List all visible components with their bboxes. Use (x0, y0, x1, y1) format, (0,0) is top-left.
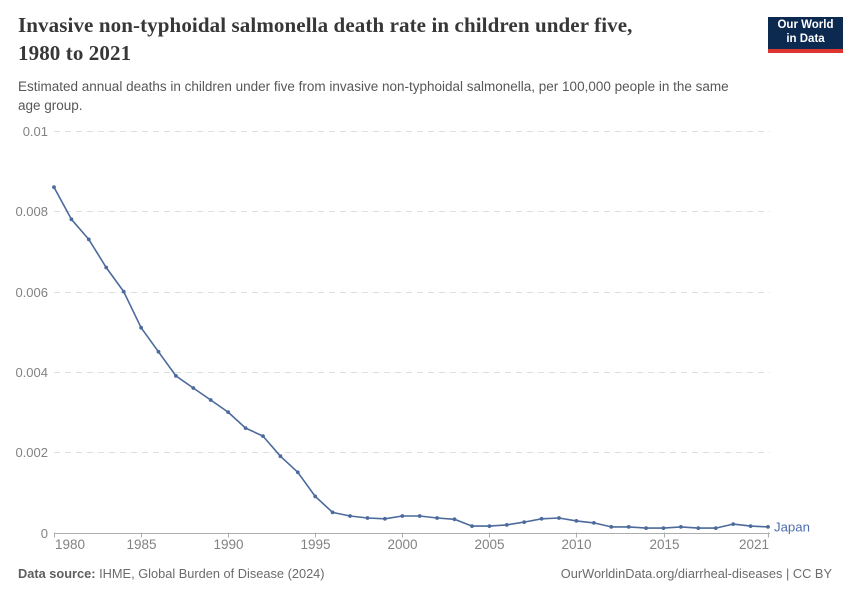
data-point-2008[interactable] (539, 516, 544, 521)
data-point-2009[interactable] (557, 516, 561, 520)
data-point-1987[interactable] (174, 374, 178, 378)
x-tick-label-2000: 2000 (387, 537, 417, 552)
data-point-1993[interactable] (278, 454, 283, 459)
y-tick-label-0: 0 (41, 526, 48, 541)
data-point-1985[interactable] (139, 325, 144, 330)
data-point-1984[interactable] (121, 289, 126, 294)
x-tick-label-2015: 2015 (649, 537, 679, 552)
page-title: Invasive non-typhoidal salmonella death … (18, 11, 738, 67)
data-point-1990[interactable] (226, 410, 231, 414)
data-point-1997[interactable] (348, 514, 352, 518)
data-point-1991[interactable] (243, 426, 248, 430)
data-point-1988[interactable] (191, 386, 196, 390)
data-point-1992[interactable] (261, 434, 265, 438)
y-tick-label-0.002: 0.002 (15, 445, 48, 460)
entity-label-japan[interactable]: Japan (774, 519, 810, 534)
data-point-2021[interactable] (766, 525, 770, 529)
data-point-2012[interactable] (609, 525, 614, 529)
page-subtitle-line2: age group. (18, 98, 83, 113)
x-tick-label-1990: 1990 (213, 537, 243, 552)
data-point-2007[interactable] (522, 520, 527, 524)
data-point-1980[interactable] (52, 185, 56, 190)
data-point-2017[interactable] (696, 526, 701, 530)
data-point-2004[interactable] (470, 524, 474, 528)
x-tick-label-2021: 2021 (739, 537, 769, 552)
owid-logo-line2: in Data (786, 32, 825, 45)
data-point-2016[interactable] (679, 525, 683, 529)
data-source: Data source: IHME, Global Burden of Dise… (18, 566, 325, 582)
y-tick-label-0.01: 0.01 (23, 124, 48, 139)
data-point-2011[interactable] (592, 521, 596, 525)
series-line-japan[interactable] (53, 186, 769, 529)
data-point-1982[interactable] (86, 237, 91, 242)
page-title-line1: Invasive non-typhoidal salmonella death … (18, 13, 633, 37)
y-tick-label-0.006: 0.006 (15, 285, 48, 300)
data-point-1986[interactable] (156, 349, 161, 354)
data-point-1998[interactable] (365, 516, 370, 520)
data-point-2005[interactable] (487, 524, 492, 528)
data-point-1983[interactable] (104, 265, 109, 270)
data-point-2006[interactable] (504, 523, 509, 527)
owid-logo[interactable]: Our World in Data (768, 17, 843, 53)
page-subtitle-line1: Estimated annual deaths in children unde… (18, 79, 729, 94)
page-title-line2: 1980 to 2021 (18, 41, 132, 65)
data-point-2018[interactable] (713, 526, 718, 530)
data-point-1995[interactable] (313, 494, 318, 499)
data-point-2000[interactable] (400, 514, 405, 518)
y-tick-label-0.008: 0.008 (15, 204, 48, 219)
data-point-1989[interactable] (208, 398, 213, 402)
data-point-2003[interactable] (452, 517, 457, 522)
data-point-2014[interactable] (644, 526, 648, 530)
data-point-2013[interactable] (626, 525, 631, 529)
x-tick-label-1985: 1985 (126, 537, 156, 552)
owid-logo-line1: Our World (777, 19, 834, 31)
x-tick-label-1995: 1995 (300, 537, 330, 552)
data-point-2002[interactable] (435, 516, 439, 520)
data-source-text: IHME, Global Burden of Disease (2024) (95, 566, 325, 581)
data-point-2020[interactable] (748, 524, 753, 528)
data-point-1981[interactable] (69, 217, 74, 222)
page-subtitle: Estimated annual deaths in children unde… (18, 77, 808, 115)
data-point-2015[interactable] (661, 526, 666, 530)
data-point-1999[interactable] (383, 516, 387, 521)
x-tick-label-2005: 2005 (474, 537, 504, 552)
data-point-2010[interactable] (574, 519, 579, 523)
x-tick-label-1980: 1980 (55, 537, 85, 552)
chart-footer: Data source: IHME, Global Burden of Dise… (18, 566, 832, 582)
footer-link[interactable]: OurWorldinData.org/diarrheal-diseases | … (560, 566, 832, 581)
data-point-2001[interactable] (417, 514, 422, 518)
data-point-2019[interactable] (731, 522, 736, 526)
data-point-1996[interactable] (330, 510, 335, 515)
data-point-1994[interactable] (295, 470, 300, 475)
data-source-label: Data source: (18, 566, 96, 581)
y-tick-label-0.004: 0.004 (15, 365, 48, 380)
x-tick-label-2010: 2010 (561, 537, 591, 552)
